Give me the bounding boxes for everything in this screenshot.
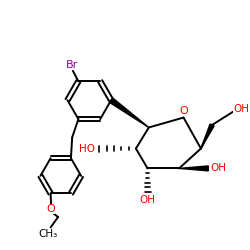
Polygon shape xyxy=(201,124,214,148)
Text: O: O xyxy=(179,106,188,116)
Text: Br: Br xyxy=(66,60,78,70)
Text: OH: OH xyxy=(211,164,227,173)
Text: CH₃: CH₃ xyxy=(38,229,58,239)
Text: HO: HO xyxy=(79,144,95,154)
Text: OH: OH xyxy=(233,104,249,115)
Polygon shape xyxy=(110,98,149,128)
Text: O: O xyxy=(47,204,56,214)
Polygon shape xyxy=(179,166,208,171)
Text: OH: OH xyxy=(140,195,156,205)
